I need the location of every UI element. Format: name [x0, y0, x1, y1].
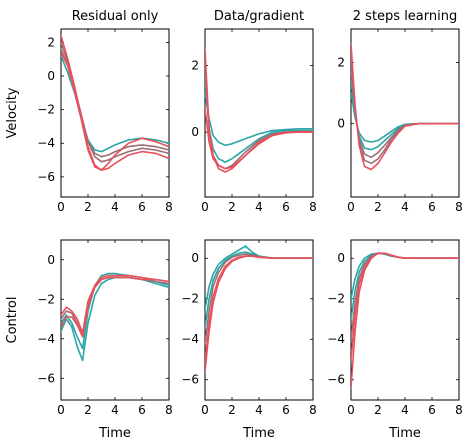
panel-6-ytick-label: 0: [337, 251, 345, 265]
panel-1-ytick-label: −4: [37, 136, 55, 150]
panel-3-xtick-label: 4: [401, 200, 409, 214]
panel-4-ylabel: Control: [5, 297, 20, 344]
panel-1-xtick-label: 4: [111, 200, 119, 214]
panel-1-title: Residual only: [72, 9, 159, 24]
panel-3-series-line-3: [351, 67, 459, 159]
panel-4-ytick-label: −4: [37, 332, 55, 346]
panel-5-xtick-label: 8: [309, 403, 317, 417]
panel-4-series-line-4: [61, 274, 169, 334]
panel-5-xlabel: Time: [242, 426, 275, 441]
panel-4-xtick-label: 6: [138, 403, 146, 417]
panel-6-series-line-5: [351, 252, 459, 389]
panel-4-ytick-label: −2: [37, 292, 55, 306]
panel-6-xtick-label: 8: [455, 403, 463, 417]
panel-2-ytick-label: 0: [191, 125, 199, 139]
panel-1-ytick-label: −2: [37, 103, 55, 117]
panel-6-xlabel: Time: [388, 426, 421, 441]
panel-3-series-line-1: [351, 92, 459, 143]
panel-5-series-line-5: [205, 255, 313, 373]
panel-1-ytick-label: −6: [37, 170, 55, 184]
panel-3-ytick-label: 0: [337, 117, 345, 131]
panel-3-series-line-4: [351, 55, 459, 165]
panel-2-xtick-label: 8: [309, 200, 317, 214]
panel-4-ytick-label: 0: [47, 253, 55, 267]
panel-3-xtick-label: 0: [347, 200, 355, 214]
panel-1-xtick-label: 8: [165, 200, 173, 214]
panel-6-xtick-label: 6: [428, 403, 436, 417]
panel-2-xtick-label: 6: [282, 200, 290, 214]
panel-3-series-line-2: [351, 80, 459, 151]
panel-1-xtick-label: 6: [138, 200, 146, 214]
panel-4-xtick-label: 0: [57, 403, 65, 417]
panel-3-ytick-label: 2: [337, 56, 345, 70]
panel-5-xtick-label: 0: [201, 403, 209, 417]
panel-3-xtick-label: 6: [428, 200, 436, 214]
panel-3-series-line-5: [351, 43, 459, 171]
panel-1-frame: [60, 28, 170, 198]
panel-4-xlabel: Time: [98, 426, 131, 441]
panel-4-series-line-5: [61, 276, 169, 338]
panel-6-xtick-label: 0: [347, 403, 355, 417]
panel-6-ytick-label: −4: [327, 332, 345, 346]
panel-1-ylabel: Velocity: [5, 87, 20, 138]
panel-2-series-line-2: [205, 78, 313, 163]
panel-1-series-line-5: [61, 51, 169, 171]
panel-4-series-line-2: [61, 272, 169, 350]
panel-1-xtick-label: 2: [84, 200, 92, 214]
panel-2-series-line-4: [205, 48, 313, 173]
panel-5-xtick-label: 6: [282, 403, 290, 417]
panel-1-ytick-label: 2: [47, 35, 55, 49]
panel-3-xtick-label: 8: [455, 200, 463, 214]
panel-1-ytick-label: 0: [47, 69, 55, 83]
panel-3-xtick-label: 2: [374, 200, 382, 214]
panel-5-series-line-4: [205, 255, 313, 363]
panel-2-ytick-label: 2: [191, 59, 199, 73]
panel-6-xtick-label: 4: [401, 403, 409, 417]
panel-5-xtick-label: 2: [228, 403, 236, 417]
panel-3-frame: [350, 28, 460, 198]
panel-4-xtick-label: 2: [84, 403, 92, 417]
panel-6-series-line-4: [351, 252, 459, 361]
panel-5-ytick-label: −6: [181, 373, 199, 387]
panel-5-ytick-label: −2: [181, 292, 199, 306]
panel-5-series-line-3: [205, 253, 313, 345]
panel-1-xtick-label: 0: [57, 200, 65, 214]
panel-6-ytick-label: −2: [327, 292, 345, 306]
panel-2-xtick-label: 2: [228, 200, 236, 214]
panel-6-xtick-label: 2: [374, 403, 382, 417]
panel-2-title: Data/gradient: [214, 9, 304, 24]
panel-4-series-line-3: [61, 276, 169, 338]
panel-3-title: 2 steps learning: [353, 9, 457, 24]
panel-5-series-line-2: [205, 251, 313, 328]
panel-2-xtick-label: 0: [201, 200, 209, 214]
panel-2-series-line-5: [205, 108, 313, 170]
panel-4-xtick-label: 4: [111, 403, 119, 417]
panel-2-xtick-label: 4: [255, 200, 263, 214]
panel-5-ytick-label: −4: [181, 332, 199, 346]
panel-6-ytick-label: −6: [327, 373, 345, 387]
panel-4-xtick-label: 8: [165, 403, 173, 417]
panel-2-series-line-1: [205, 91, 313, 147]
panel-2-frame: [204, 28, 314, 198]
panel-4-ytick-label: −6: [37, 371, 55, 385]
panel-5-xtick-label: 4: [255, 403, 263, 417]
panel-5-ytick-label: 0: [191, 251, 199, 265]
panel-2-series-line-3: [205, 64, 313, 170]
